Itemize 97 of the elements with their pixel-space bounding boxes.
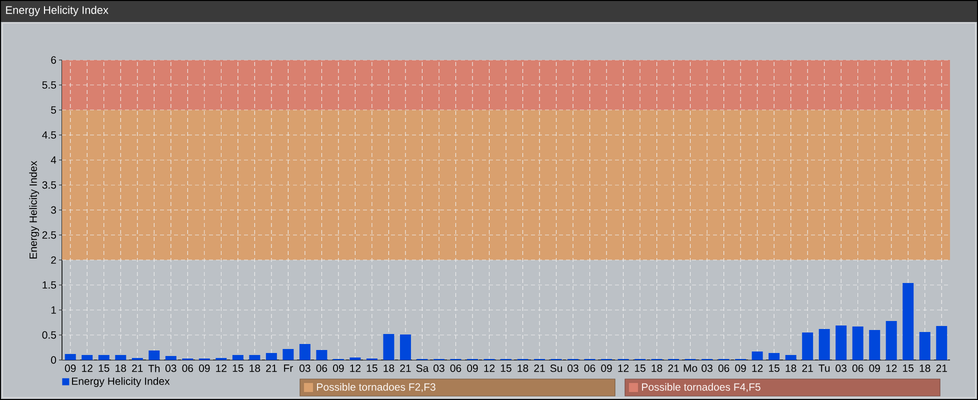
bar — [165, 356, 176, 360]
x-tick-label: 06 — [852, 364, 864, 372]
legend-label: Possible tornadoes F4,F5 — [642, 383, 760, 392]
bar — [383, 334, 394, 360]
x-tick-label: 15 — [635, 364, 646, 372]
y-tick-label: 4 — [50, 156, 56, 164]
x-tick-label: 15 — [903, 364, 914, 372]
x-tick-label: Fr — [284, 364, 293, 372]
bar — [299, 344, 310, 360]
bar — [282, 349, 294, 360]
x-tick-label: 18 — [384, 364, 394, 372]
x-tick-label: 06 — [182, 364, 194, 372]
y-tick-label: 6 — [51, 56, 56, 64]
x-tick-label: 06 — [450, 364, 462, 372]
x-tick-label: 21 — [132, 364, 143, 372]
x-tick-label: 18 — [116, 364, 126, 372]
y-axis-title: Energy Helicity Index — [29, 160, 40, 258]
x-tick-label: 03 — [165, 364, 176, 372]
bar — [82, 355, 93, 360]
y-tick-label: 4.5 — [42, 131, 56, 139]
bar — [266, 353, 277, 360]
x-tick-label: 03 — [568, 364, 578, 372]
y-tick-label: 5.5 — [42, 81, 56, 89]
y-tick-label: 1.5 — [42, 281, 56, 289]
legend-label: Energy Helicity Index — [72, 377, 170, 387]
x-tick-label: 03 — [300, 364, 310, 372]
x-tick-label: 18 — [652, 364, 662, 372]
bar — [818, 329, 830, 360]
x-tick-label: Th — [148, 364, 160, 372]
x-tick-label: 09 — [333, 364, 344, 372]
x-tick-label: 18 — [920, 364, 930, 372]
x-tick-label: 12 — [484, 364, 495, 372]
bar — [400, 334, 411, 360]
x-tick-label: Sa — [416, 364, 429, 372]
bar — [148, 350, 160, 360]
bar — [886, 321, 897, 360]
x-tick-label: 21 — [668, 364, 679, 372]
bar — [869, 330, 880, 360]
bar — [316, 350, 328, 360]
x-tick-label: 03 — [836, 364, 846, 372]
y-tick-label: 0.5 — [42, 331, 56, 339]
y-tick-label: 3 — [51, 206, 56, 214]
x-tick-label: 06 — [316, 364, 328, 372]
x-tick-label: 12 — [886, 364, 897, 372]
bar — [64, 354, 76, 360]
bar — [852, 326, 864, 360]
y-tick-label: 0 — [51, 356, 56, 364]
chart-title: Energy Helicity Index — [6, 6, 108, 16]
bar — [249, 355, 260, 360]
x-tick-label: 15 — [500, 364, 512, 372]
bar — [768, 353, 780, 360]
x-tick-label: 15 — [98, 364, 110, 372]
y-tick-label: 2.5 — [42, 231, 56, 239]
x-tick-label: 09 — [601, 364, 612, 372]
bar — [902, 283, 914, 360]
x-tick-label: 15 — [232, 364, 244, 372]
x-tick-label: 12 — [216, 364, 226, 372]
x-tick-label: 03 — [434, 364, 444, 372]
legend-label: Possible tornadoes F2,F3 — [317, 383, 436, 392]
x-tick-label: 18 — [786, 364, 796, 372]
x-tick-label: 06 — [718, 364, 730, 372]
x-tick-label: 21 — [802, 364, 813, 372]
x-tick-label: Tu — [818, 364, 830, 372]
x-tick-label: 15 — [769, 364, 780, 372]
x-tick-label: 15 — [366, 364, 378, 372]
bar — [802, 332, 814, 360]
y-tick-label: 2 — [51, 256, 56, 264]
x-tick-label: 12 — [752, 364, 763, 372]
bar — [115, 355, 126, 360]
x-tick-label: 09 — [735, 364, 746, 372]
y-tick-label: 5 — [51, 106, 56, 114]
x-tick-label: 21 — [936, 364, 947, 372]
x-tick-label: 12 — [618, 364, 629, 372]
x-tick-label: 09 — [467, 364, 478, 372]
bar — [936, 326, 948, 360]
x-tick-label: 21 — [266, 364, 277, 372]
bar — [785, 355, 796, 360]
bar — [232, 355, 244, 360]
y-tick-label: 3.5 — [42, 181, 56, 189]
bar — [919, 332, 930, 360]
x-tick-label: 21 — [534, 364, 545, 372]
bar — [836, 326, 847, 360]
bar — [98, 355, 110, 360]
x-tick-label: Mo — [684, 364, 698, 372]
x-tick-label: Su — [550, 364, 562, 372]
y-tick-label: 1 — [51, 306, 56, 314]
x-tick-label: 03 — [702, 364, 712, 372]
x-tick-label: 12 — [350, 364, 361, 372]
x-tick-label: 09 — [198, 364, 210, 372]
x-tick-label: 18 — [250, 364, 260, 372]
bar — [752, 352, 763, 360]
x-tick-label: 09 — [869, 364, 880, 372]
x-tick-label: 06 — [584, 364, 596, 372]
x-tick-label: 09 — [64, 364, 76, 372]
x-tick-label: 12 — [82, 364, 92, 372]
x-tick-label: 21 — [400, 364, 411, 372]
x-tick-label: 18 — [518, 364, 528, 372]
